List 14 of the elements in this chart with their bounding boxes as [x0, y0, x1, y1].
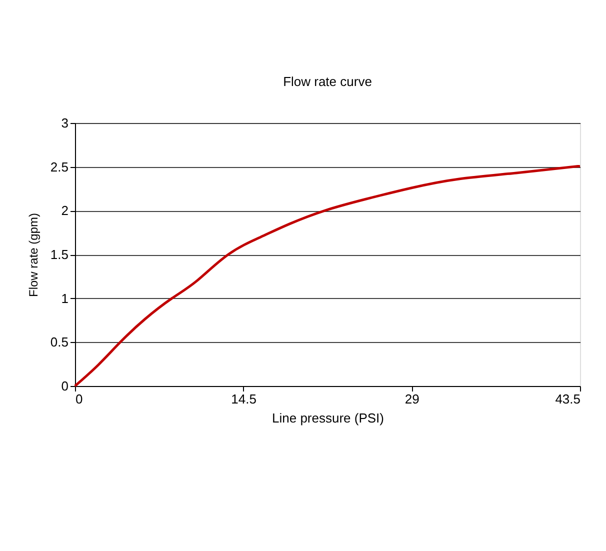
chart-title: Flow rate curve — [283, 74, 372, 89]
x-tick-label: 43.5 — [555, 392, 580, 406]
y-tick-label: 1 — [61, 290, 68, 306]
y-tick-label: 0 — [61, 378, 68, 394]
y-tick-label: 2.5 — [50, 159, 68, 174]
x-axis-title: Line pressure (PSI) — [272, 410, 384, 426]
y-tick-label: 2 — [61, 203, 68, 218]
y-tick-label: 3 — [61, 116, 68, 130]
x-tick-label: 0 — [76, 392, 83, 406]
y-tick-label: 0.5 — [50, 334, 68, 350]
y-tick-label: 1.5 — [50, 247, 68, 262]
x-tick-label: 29 — [404, 392, 420, 406]
x-tick-label: 14.5 — [231, 392, 256, 406]
y-axis-title: Flow rate (gpm) — [26, 212, 40, 298]
